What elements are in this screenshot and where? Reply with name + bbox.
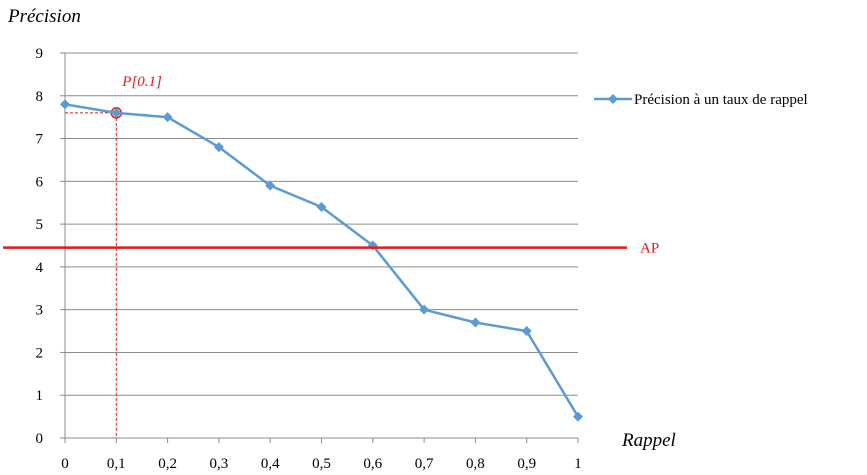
y-tick-label: 6 xyxy=(36,174,44,190)
data-point xyxy=(573,411,583,422)
y-tick-label: 5 xyxy=(36,217,44,233)
x-tick-label: 0,9 xyxy=(517,456,536,472)
y-tick-label: 4 xyxy=(36,260,44,276)
y-axis-title: Précision xyxy=(7,6,81,27)
data-point xyxy=(111,107,122,118)
y-tick-labels: 0 1 2 3 4 5 6 7 8 9 xyxy=(36,46,44,447)
data-point xyxy=(521,326,532,337)
axes xyxy=(60,52,579,443)
data-point xyxy=(162,112,173,123)
x-tick-label: 0,8 xyxy=(466,456,485,472)
ap-label: AP xyxy=(640,241,659,257)
series-precision xyxy=(60,99,583,422)
x-axis-title: Rappel xyxy=(621,430,676,451)
y-tick-label: 2 xyxy=(36,345,44,361)
data-point xyxy=(316,202,327,212)
x-tick-labels: 0 0,1 0,2 0,3 0,4 0,5 0,6 0,7 0,8 0,9 1 xyxy=(61,456,582,472)
data-point xyxy=(60,99,70,110)
x-tick-label: 0,6 xyxy=(363,456,382,472)
ap-reference-line: AP xyxy=(3,241,659,257)
annotation-label: P[0.1] xyxy=(121,74,162,90)
x-tick-label: 0 xyxy=(61,456,69,472)
x-tick-label: 0,4 xyxy=(261,456,280,472)
data-point xyxy=(470,317,481,328)
legend: Précision à un taux de rappel xyxy=(594,92,808,108)
y-tick-label: 8 xyxy=(36,89,44,105)
x-tick-label: 0,1 xyxy=(107,456,126,472)
gridlines xyxy=(65,52,578,396)
legend-label: Précision à un taux de rappel xyxy=(634,92,808,108)
legend-swatch-marker xyxy=(608,94,618,104)
data-point xyxy=(419,304,430,315)
x-tick-label: 0,5 xyxy=(312,456,331,472)
y-tick-label: 9 xyxy=(36,46,44,62)
series-line xyxy=(64,103,580,418)
data-point xyxy=(213,142,224,153)
x-tick-label: 0,2 xyxy=(158,456,177,472)
x-tick-label: 1 xyxy=(574,456,582,472)
data-point xyxy=(265,180,276,191)
y-tick-label: 1 xyxy=(36,388,44,404)
x-tick-label: 0,7 xyxy=(415,456,434,472)
y-tick-label: 0 xyxy=(36,431,44,447)
y-tick-label: 3 xyxy=(36,303,44,319)
y-tick-label: 7 xyxy=(36,132,44,148)
annotation-p01: P[0.1] xyxy=(65,74,162,438)
x-tick-label: 0,3 xyxy=(210,456,229,472)
